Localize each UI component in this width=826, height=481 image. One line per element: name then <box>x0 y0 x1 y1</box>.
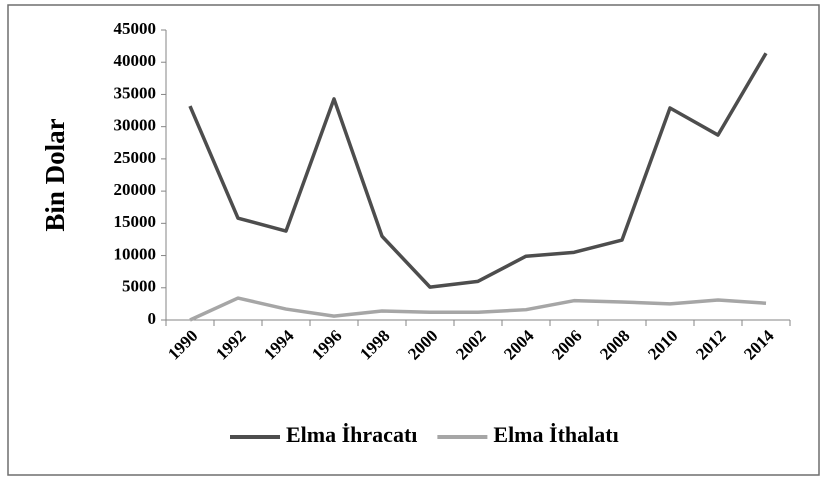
y-axis-label: Bin Dolar <box>40 118 70 231</box>
series-line <box>188 52 768 289</box>
y-tick-label: 35000 <box>114 83 157 102</box>
y-tick-label: 30000 <box>114 116 157 135</box>
y-tick-label: 20000 <box>114 180 157 199</box>
y-tick-label: 40000 <box>114 51 157 70</box>
legend-label: Elma İthalatı <box>493 422 618 447</box>
y-tick-label: 15000 <box>114 212 157 231</box>
y-tick-label: 25000 <box>114 148 157 167</box>
y-tick-label: 10000 <box>114 244 157 263</box>
series-line <box>189 296 767 322</box>
y-tick-label: 0 <box>148 309 157 328</box>
y-tick-label: 5000 <box>122 277 156 296</box>
y-tick-label: 45000 <box>114 19 157 38</box>
legend-label: Elma İhracatı <box>286 422 417 447</box>
chart-frame <box>7 4 820 476</box>
